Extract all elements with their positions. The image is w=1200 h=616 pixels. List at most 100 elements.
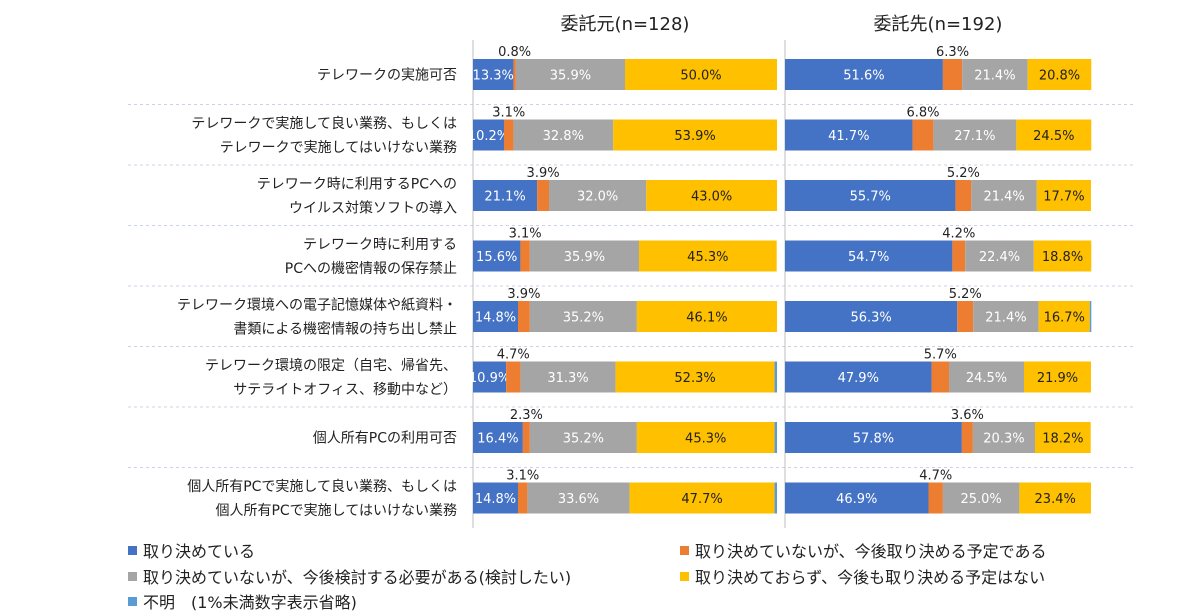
category-label: テレワーク環境への電子記憶媒体や紙資料・ [177,297,457,314]
category-label: テレワークで実施してはいけない業務 [220,140,457,156]
bar-segment [785,59,943,90]
data-label: 21.4% [974,69,1015,84]
bar-segment [638,240,777,272]
bar-segment [942,59,963,90]
data-label: 3.1% [492,106,525,121]
legend-label: 不明 (1%未満数字表示省略) [143,593,357,612]
data-label: 24.5% [966,371,1007,386]
bar-segment [1016,119,1092,151]
data-label: 46.1% [686,311,727,326]
data-label: 57.8% [853,432,894,447]
data-label: 3.1% [506,469,539,484]
data-label: 10.9% [469,371,510,386]
data-label: 5.2% [949,287,982,302]
bar-segment [785,180,956,211]
data-label: 16.7% [1044,311,1085,326]
panel-title: 委託元(n=128) [561,14,690,35]
bar-segment [971,180,1037,211]
data-label: 10.2% [468,129,509,144]
legend-label: 取り決めている [143,542,256,561]
bar-segment [912,119,934,151]
bar-segment [933,119,1017,151]
data-label: 17.7% [1043,190,1084,205]
data-label: 15.6% [476,250,517,265]
bar-segment [529,422,637,453]
bar-segment [615,361,775,393]
bar-segment [473,482,518,514]
legend-label: 取り決めていないが、今後取り決める予定である [695,542,1047,561]
data-label: 18.2% [1042,432,1083,447]
data-label: 55.7% [850,190,891,205]
legend-swatch [128,572,137,581]
category-label: 個人所有PCで実施して良い業務、もしくは [187,479,457,495]
data-label: 14.8% [475,311,516,326]
bar-segment [774,361,777,393]
bar-segment [529,301,637,332]
bar-segment [529,240,639,272]
data-label: 3.1% [509,227,542,242]
data-label: 52.3% [674,371,715,386]
data-label: 51.6% [843,69,884,84]
data-label: 45.3% [685,432,726,447]
bar-segment [931,361,950,393]
bar-segment [515,59,625,90]
data-label: 56.3% [850,311,891,326]
data-label: 35.2% [563,311,604,326]
data-label: 4.7% [919,469,952,484]
category-label: 個人所有PCで実施してはいけない業務 [215,503,457,519]
category-label: テレワークで実施して良い業務、もしくは [191,116,457,132]
bar-segment [517,482,528,514]
bar-segment [1035,422,1091,453]
category-label: テレワークの実施可否 [317,68,457,84]
data-label: 45.3% [687,250,728,265]
bar-segment [965,240,1034,272]
legend-swatch [680,572,689,581]
data-label: 35.9% [564,250,605,265]
bar-segment [473,361,507,393]
bar-segment [957,301,974,332]
bar-segment [961,422,973,453]
category-label: 個人所有PCの利用可否 [313,431,457,447]
bar-segment [613,119,777,151]
bar-segment [629,482,775,514]
bar-segment [473,59,514,90]
data-label: 24.5% [1033,129,1074,144]
bar-segment [785,422,962,453]
bar-segment [1036,180,1091,211]
legend-item-decided: 取り決めている [128,538,255,562]
bar-segment [520,240,530,272]
category-label: テレワーク時に利用する [303,237,457,253]
data-label: 47.9% [838,371,879,386]
bar-segment [785,240,953,272]
data-label: 16.4% [477,432,518,447]
category-label: テレワーク時に利用するPCへの [257,177,457,193]
bar-segment [513,59,516,90]
bar-segment [506,361,521,393]
bar-segment [1033,240,1092,272]
data-label: 6.3% [936,45,969,60]
data-label: 23.4% [1035,492,1076,507]
panel-title: 委託先(n=192) [874,14,1003,35]
bar-segment [952,240,966,272]
bar-segment [1019,482,1091,514]
category-label: 書類による機密情報の持ち出し禁止 [233,321,457,338]
data-label: 3.9% [507,287,540,302]
data-label: 14.8% [475,492,516,507]
category-label: ウイルス対策ソフトの導入 [289,200,457,217]
bar-segment [785,119,913,151]
data-label: 4.2% [942,227,975,242]
bar-segment [527,482,630,514]
bar-segment [962,59,1028,90]
bar-segment [636,301,777,332]
bar-segment [1023,361,1091,393]
data-label: 3.9% [527,166,560,181]
data-label: 22.4% [979,250,1020,265]
data-label: 5.7% [924,348,957,363]
data-label: 20.3% [983,432,1024,447]
data-label: 18.8% [1042,250,1083,265]
data-label: 2.3% [510,408,543,423]
data-label: 3.6% [951,408,984,423]
data-label: 43.0% [691,190,732,205]
